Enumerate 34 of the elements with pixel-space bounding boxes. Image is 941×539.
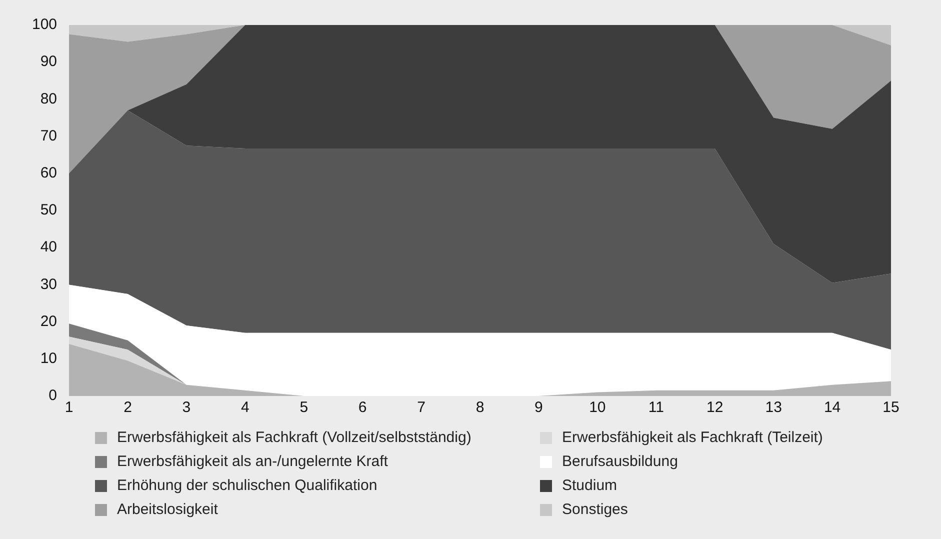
y-tick-label: 50 [40,202,58,219]
x-tick-label: 7 [417,399,426,416]
x-tick-label: 9 [534,399,543,416]
legend-label: Sonstiges [562,501,628,518]
x-tick-label: 8 [476,399,484,416]
y-tick-label: 90 [40,53,58,70]
x-tick-label: 6 [358,399,367,416]
y-tick-label: 10 [40,350,58,368]
x-tick-label: 2 [124,399,132,416]
x-tick-label: 1 [64,399,74,416]
y-tick-label: 100 [32,16,58,34]
x-tick-label: 14 [824,399,841,416]
legend-label: Erwerbsfähigkeit als Fachkraft (Teilzeit) [562,429,823,446]
y-tick-label: 30 [40,276,58,293]
legend-label: Erhöhung der schulischen Qualifikation [117,477,378,494]
x-tick-label: 13 [765,399,782,416]
legend-label: Erwerbsfähigkeit als an-/ungelernte Kraft [117,453,388,470]
y-tick-label: 20 [40,312,58,330]
legend-label: Erwerbsfähigkeit als Fachkraft (Vollzeit/selbstständig) [117,429,472,446]
x-tick-label: 5 [300,399,308,416]
x-tick-label: 12 [706,399,724,416]
y-tick-label: 70 [40,127,58,144]
y-tick-label: 0 [48,387,58,404]
legend-label: Arbeitslosigkeit [117,501,218,518]
x-tick-label: 15 [882,399,900,416]
legend-label: Studium [562,477,618,494]
x-tick-label: 3 [182,399,191,416]
y-tick-label: 40 [40,238,58,256]
x-tick-label: 4 [240,399,250,416]
x-tick-label: 11 [648,399,664,416]
y-tick-label: 60 [40,164,58,182]
legend-label: Berufsausbildung [562,453,678,470]
y-tick-label: 80 [40,90,58,108]
x-tick-label: 10 [589,399,606,416]
